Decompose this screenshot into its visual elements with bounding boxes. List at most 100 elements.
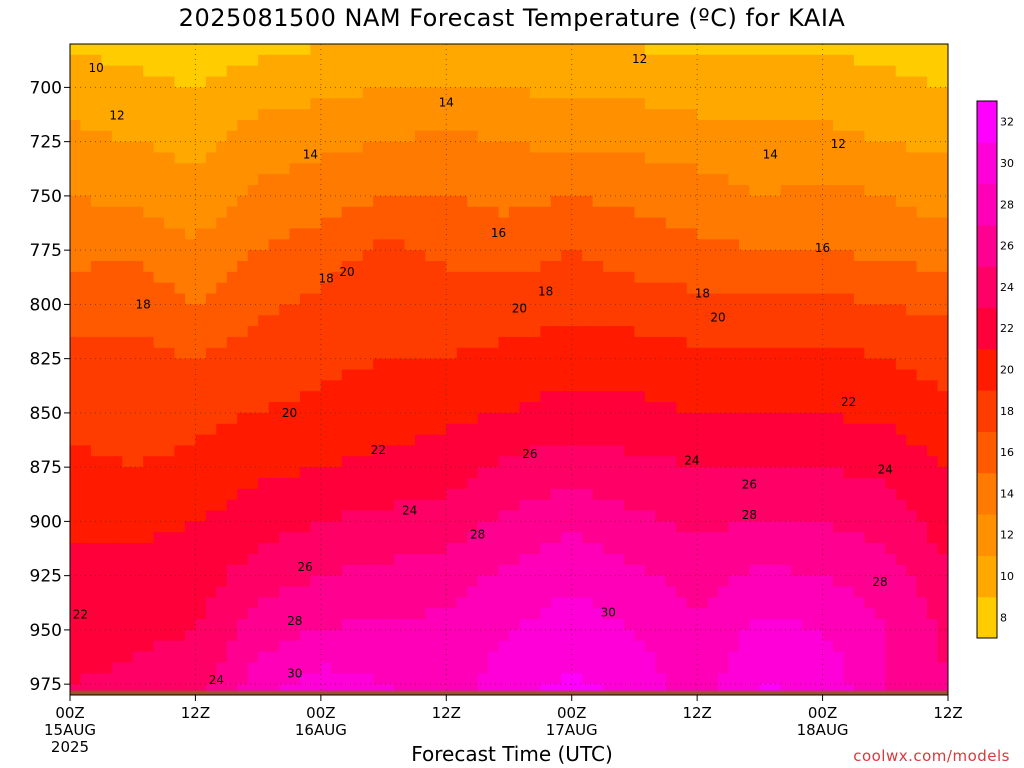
field-cell bbox=[456, 282, 468, 295]
field-cell bbox=[258, 478, 270, 490]
field-cell bbox=[414, 130, 426, 143]
field-cell bbox=[195, 586, 207, 598]
field-cell bbox=[320, 412, 332, 425]
field-cell bbox=[101, 369, 113, 381]
field-cell bbox=[488, 467, 500, 479]
field-cell bbox=[341, 445, 353, 457]
field-cell bbox=[184, 608, 197, 620]
field-cell bbox=[101, 228, 113, 240]
field-cell bbox=[592, 412, 604, 425]
field-cell bbox=[822, 293, 834, 305]
field-cell bbox=[467, 380, 479, 392]
field-cell bbox=[488, 315, 500, 327]
field-cell bbox=[519, 195, 531, 208]
field-cell bbox=[362, 521, 374, 533]
field-cell bbox=[550, 315, 562, 327]
field-cell bbox=[70, 304, 82, 316]
field-cell bbox=[70, 564, 82, 577]
field-cell bbox=[738, 575, 751, 588]
field-cell bbox=[676, 478, 688, 490]
field-cell bbox=[258, 239, 270, 251]
field-cell bbox=[310, 239, 322, 251]
field-cell bbox=[550, 152, 562, 164]
field-cell bbox=[143, 564, 155, 577]
field-cell bbox=[143, 402, 155, 414]
field-cell bbox=[655, 564, 667, 577]
field-cell bbox=[738, 206, 751, 219]
field-cell bbox=[571, 608, 583, 620]
field-cell bbox=[906, 608, 918, 620]
field-cell bbox=[90, 597, 102, 609]
field-cell bbox=[707, 65, 719, 78]
field-cell bbox=[833, 564, 845, 577]
field-cell bbox=[477, 76, 489, 88]
field-cell bbox=[728, 673, 740, 685]
field-cell bbox=[759, 304, 771, 316]
field-cell bbox=[634, 304, 646, 316]
field-cell bbox=[592, 684, 604, 695]
field-cell bbox=[111, 673, 123, 685]
field-cell bbox=[164, 195, 176, 208]
field-cell bbox=[759, 510, 771, 522]
field-cell bbox=[70, 369, 82, 381]
field-cell bbox=[916, 586, 928, 598]
field-cell bbox=[467, 109, 479, 121]
field-cell bbox=[341, 174, 353, 186]
field-cell bbox=[268, 293, 280, 305]
field-cell bbox=[613, 44, 625, 56]
field-cell bbox=[226, 629, 238, 642]
field-cell bbox=[738, 293, 751, 305]
field-cell bbox=[550, 456, 562, 468]
field-cell bbox=[623, 358, 636, 371]
field-cell bbox=[916, 217, 928, 230]
field-cell bbox=[352, 174, 364, 186]
field-cell bbox=[164, 553, 176, 566]
field-cell bbox=[132, 163, 144, 175]
field-cell bbox=[174, 206, 186, 219]
field-cell bbox=[488, 174, 500, 186]
field-cell bbox=[822, 98, 834, 110]
field-cell bbox=[237, 423, 249, 436]
field-cell bbox=[613, 456, 625, 468]
field-cell bbox=[592, 402, 604, 414]
field-cell bbox=[749, 521, 761, 533]
field-cell bbox=[676, 206, 688, 219]
field-cell bbox=[310, 152, 322, 164]
field-cell bbox=[80, 76, 92, 88]
field-cell bbox=[571, 315, 583, 327]
field-cell bbox=[906, 369, 918, 381]
field-cell bbox=[759, 87, 771, 99]
field-cell bbox=[279, 119, 291, 132]
field-cell bbox=[132, 185, 144, 197]
field-cell bbox=[299, 608, 312, 620]
field-cell bbox=[467, 174, 479, 186]
field-cell bbox=[174, 608, 186, 620]
field-cell bbox=[425, 521, 437, 533]
field-cell bbox=[467, 304, 479, 316]
field-cell bbox=[519, 87, 531, 99]
field-cell bbox=[425, 44, 437, 56]
field-cell bbox=[529, 619, 541, 631]
field-cell bbox=[216, 521, 228, 533]
field-cell bbox=[111, 488, 123, 501]
field-cell bbox=[383, 608, 395, 620]
field-cell bbox=[770, 673, 782, 685]
field-cell bbox=[111, 456, 123, 468]
field-cell bbox=[394, 326, 406, 338]
field-cell bbox=[592, 391, 604, 403]
field-cell bbox=[143, 326, 155, 338]
field-cell bbox=[561, 412, 573, 425]
field-cell bbox=[686, 619, 698, 631]
field-cell bbox=[174, 282, 186, 295]
field-cell bbox=[864, 65, 876, 78]
field-cell bbox=[707, 662, 719, 674]
field-cell bbox=[310, 434, 322, 447]
field-cell bbox=[310, 499, 322, 512]
field-cell bbox=[184, 217, 197, 230]
field-cell bbox=[550, 445, 562, 457]
field-cell bbox=[237, 499, 249, 512]
field-cell bbox=[623, 597, 636, 609]
field-cell bbox=[477, 347, 489, 360]
field-cell bbox=[341, 553, 353, 566]
field-cell bbox=[801, 532, 813, 544]
